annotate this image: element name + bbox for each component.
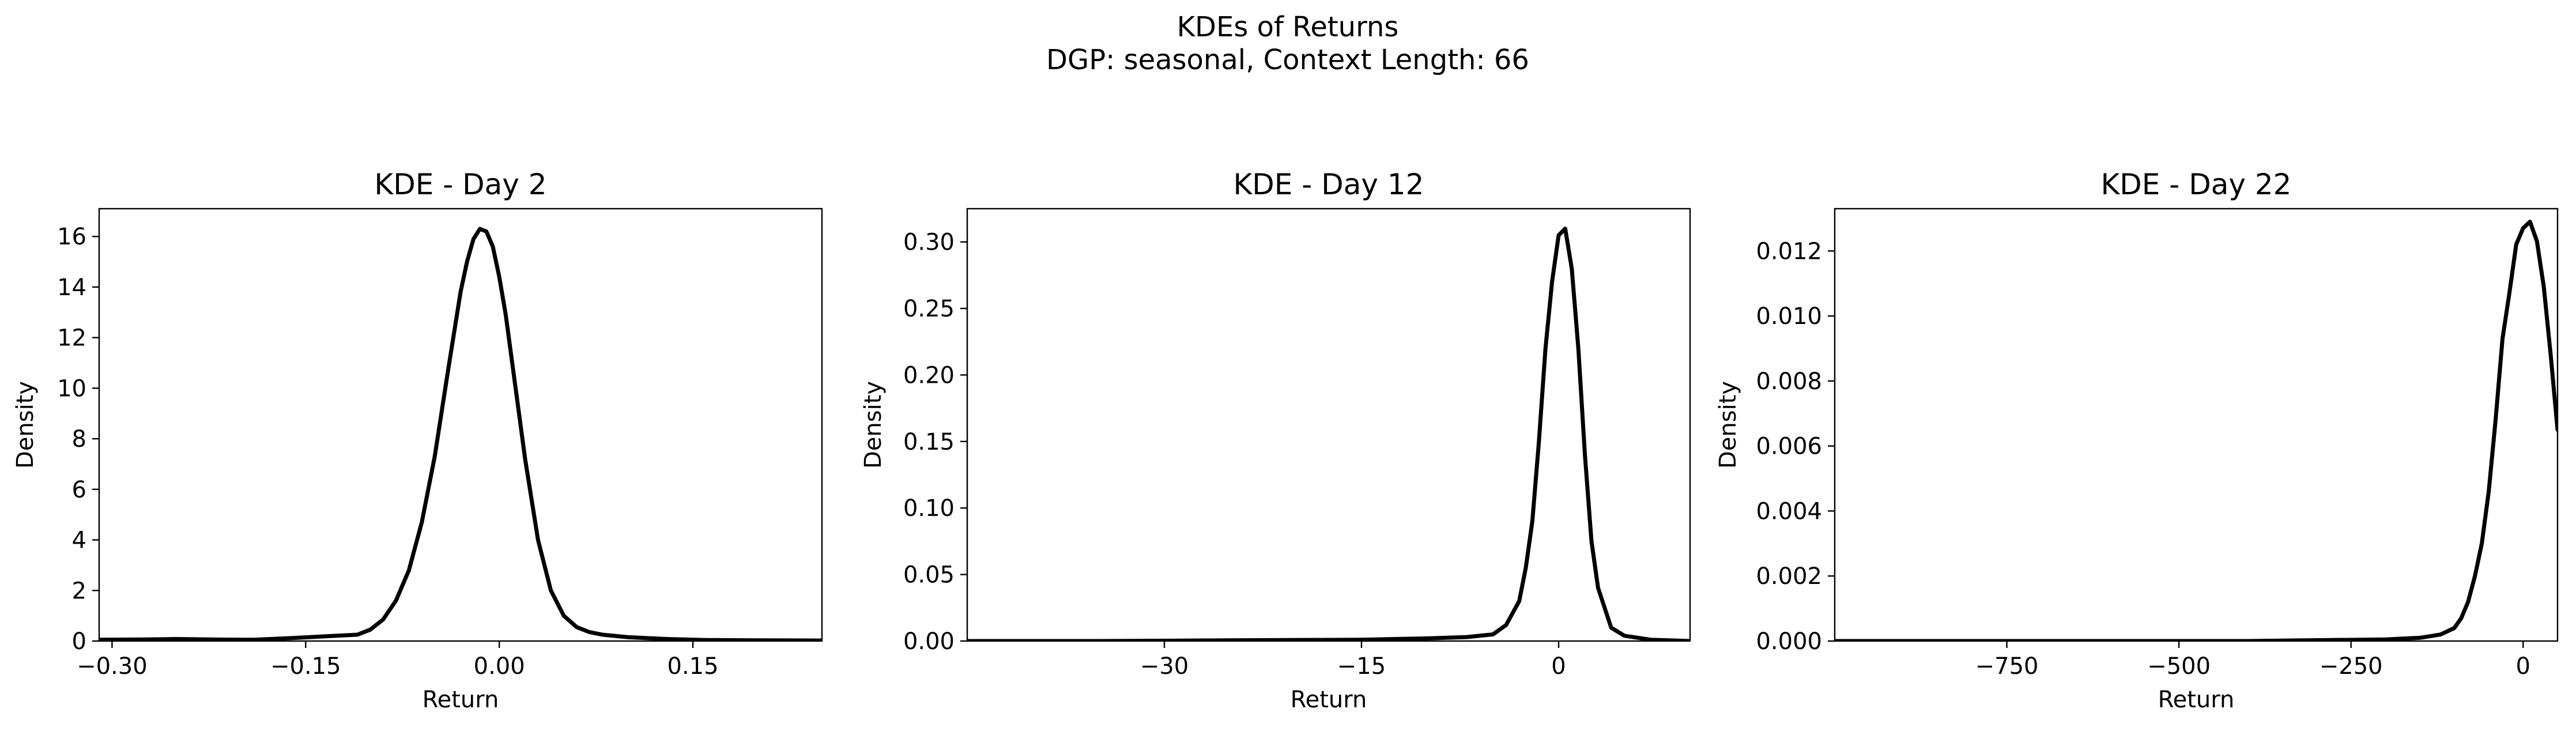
y-tick-label: 16 bbox=[57, 224, 86, 250]
y-tick-label: 6 bbox=[72, 477, 86, 503]
axes-frame bbox=[966, 208, 1691, 642]
y-tick-label: 14 bbox=[57, 274, 86, 301]
panel-title: KDE - Day 12 bbox=[1234, 168, 1424, 201]
y-tick-label: 0.008 bbox=[1756, 368, 1822, 395]
x-tick-label: −30 bbox=[1140, 653, 1189, 680]
y-tick-label: 4 bbox=[72, 527, 86, 554]
panel-day-12: KDE - Day 12 −30 −15 0 0.00 0.05 0.10 0.15 0.20 0… bbox=[860, 168, 1691, 713]
axes-frame bbox=[1834, 208, 2559, 642]
y-tick-label: 8 bbox=[72, 426, 86, 453]
panel-day-2: KDE - Day 2 −0.30 −0.15 0.00 0.15 0 2 4 6 8 10 12 14… bbox=[12, 168, 823, 713]
x-axis-label: Return bbox=[2158, 687, 2235, 713]
x-tick-label: −0.15 bbox=[270, 653, 341, 680]
y-tick-label: 0.002 bbox=[1756, 563, 1822, 590]
x-tick-label: 0 bbox=[2516, 653, 2530, 680]
y-tick-label: 0.000 bbox=[1756, 628, 1822, 655]
y-tick-label: 12 bbox=[57, 325, 86, 352]
kde-line-day-12 bbox=[967, 227, 1690, 641]
x-axis-label: Return bbox=[423, 687, 499, 713]
y-axis-label: Density bbox=[1715, 381, 1741, 469]
y-tick-label: 0.006 bbox=[1756, 434, 1822, 460]
kde-line-day-2 bbox=[99, 227, 822, 641]
y-tick-label: 10 bbox=[57, 375, 86, 402]
y-tick-label: 0 bbox=[72, 628, 86, 655]
y-tick-label: 0.010 bbox=[1756, 303, 1822, 330]
y-tick-label: 0.05 bbox=[903, 562, 955, 589]
y-tick-label: 0.15 bbox=[903, 429, 955, 455]
x-tick-label: −750 bbox=[1975, 653, 2039, 680]
y-tick-label: 0.012 bbox=[1756, 238, 1822, 265]
kde-line-day-22 bbox=[1835, 220, 2558, 641]
y-tick-label: 0.20 bbox=[903, 362, 955, 389]
y-tick-label: 0.30 bbox=[903, 229, 955, 256]
y-tick-label: 0.10 bbox=[903, 495, 955, 522]
panel-title: KDE - Day 22 bbox=[2101, 168, 2292, 201]
y-tick-label: 2 bbox=[72, 578, 86, 604]
x-tick-label: −0.30 bbox=[77, 653, 148, 680]
x-tick-label: −15 bbox=[1337, 653, 1386, 680]
x-tick-label: −250 bbox=[2319, 653, 2383, 680]
panel-day-22: KDE - Day 22 −750 −500 −250 0 0.000 0.002 0.004… bbox=[1715, 168, 2559, 713]
axes-frame bbox=[98, 208, 823, 642]
y-axis-label: Density bbox=[12, 381, 39, 469]
x-tick-label: −500 bbox=[2147, 653, 2211, 680]
x-tick-label: 0 bbox=[1551, 653, 1566, 680]
y-tick-label: 0.00 bbox=[903, 628, 955, 655]
figure-suptitle-line1: KDEs of Returns bbox=[1177, 11, 1399, 43]
x-axis-label: Return bbox=[1291, 687, 1367, 713]
y-axis-label: Density bbox=[860, 381, 887, 469]
y-tick-label: 0.004 bbox=[1756, 498, 1822, 525]
x-tick-label: 0.15 bbox=[667, 653, 719, 680]
y-tick-label: 0.25 bbox=[903, 296, 955, 322]
x-tick-label: 0.00 bbox=[474, 653, 525, 680]
panel-title: KDE - Day 2 bbox=[374, 168, 546, 201]
figure-suptitle-line2: DGP: seasonal, Context Length: 66 bbox=[1046, 44, 1529, 76]
